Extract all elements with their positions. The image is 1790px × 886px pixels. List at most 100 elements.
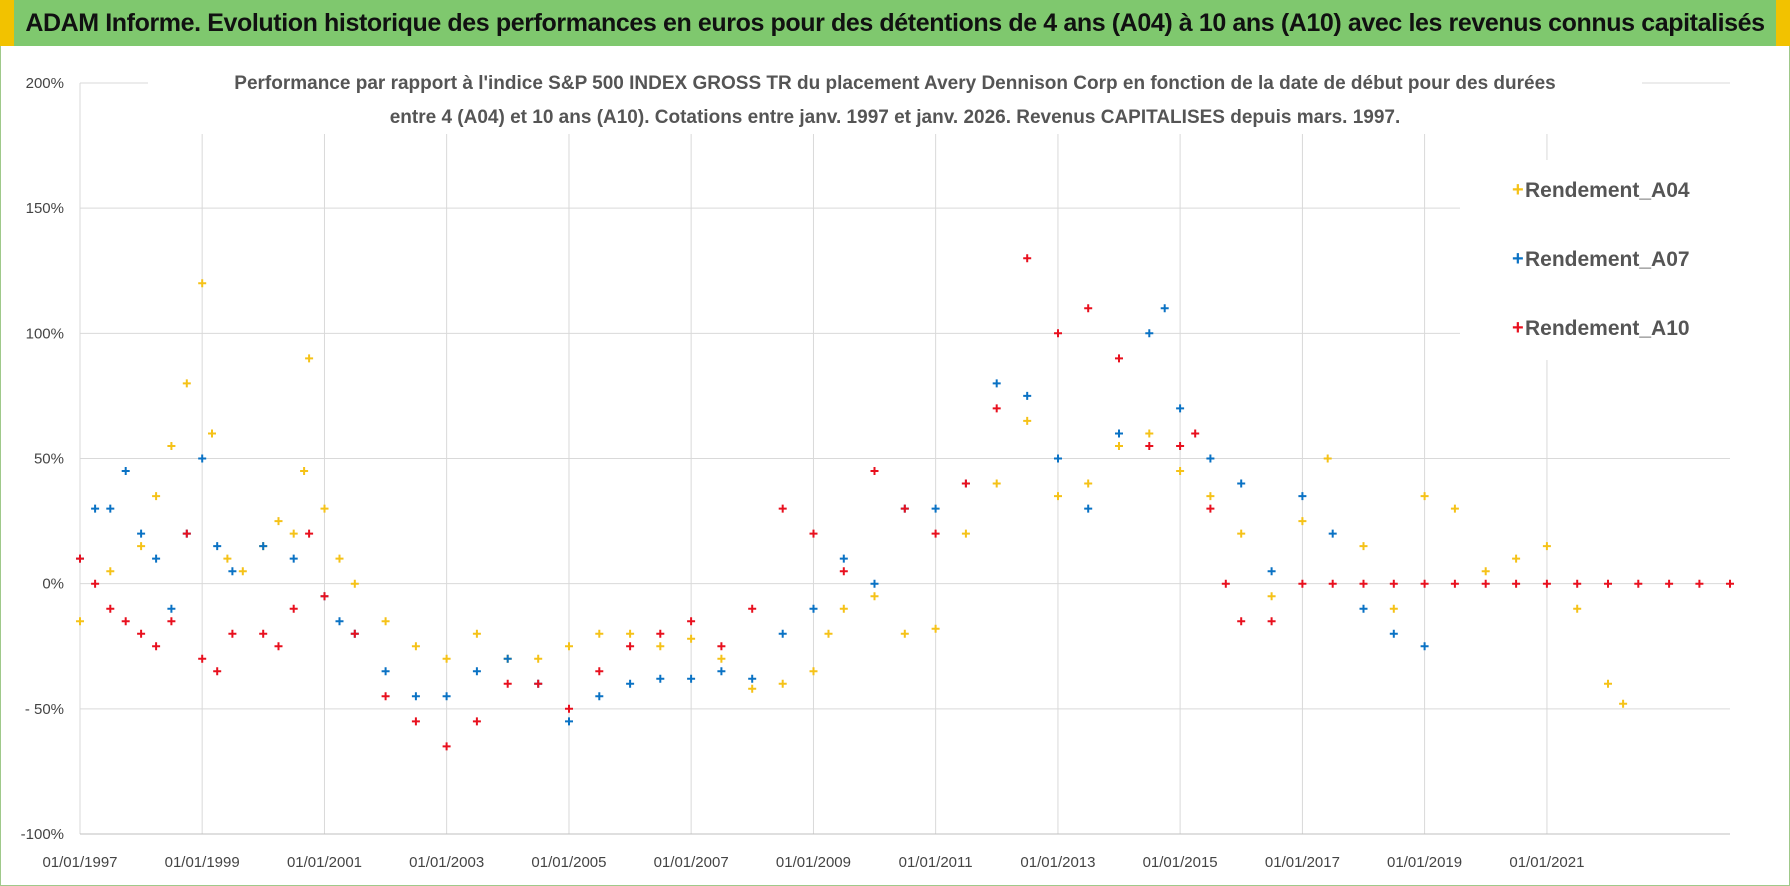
- data-point: [1145, 429, 1154, 438]
- legend-label-a04: Rendement_A04: [1525, 179, 1690, 202]
- data-point: [121, 467, 130, 476]
- data-point: [626, 679, 635, 688]
- data-point: [870, 592, 879, 601]
- data-point: [198, 279, 207, 288]
- y-tick-label: 200%: [26, 75, 64, 92]
- data-point: [1267, 617, 1276, 626]
- data-point: [152, 554, 161, 563]
- data-point: [198, 454, 207, 463]
- data-point: [472, 629, 481, 638]
- data-point: [442, 654, 451, 663]
- data-point: [1206, 492, 1215, 501]
- data-point: [167, 604, 176, 613]
- data-point: [442, 692, 451, 701]
- data-point: [1084, 479, 1093, 488]
- data-point: [1726, 579, 1735, 588]
- data-point: [305, 529, 314, 538]
- data-point: [1450, 504, 1459, 513]
- data-point: [1512, 579, 1521, 588]
- legend-marker-a07: +: [1512, 248, 1524, 270]
- y-tick-label: 0%: [42, 576, 64, 593]
- data-point: [1359, 604, 1368, 613]
- x-tick-label: 01/01/2019: [1387, 854, 1462, 871]
- data-point: [1023, 416, 1032, 425]
- data-point: [503, 679, 512, 688]
- data-point: [76, 554, 85, 563]
- legend: + Rendement_A04 + Rendement_A07 + Rendem…: [1460, 160, 1730, 360]
- data-point: [1115, 442, 1124, 451]
- x-axis-ticks: 01/01/1997 01/01/1999 01/01/2001 01/01/2003…: [42, 854, 1584, 871]
- data-point: [1054, 492, 1063, 501]
- data-point: [1115, 429, 1124, 438]
- data-point: [1450, 579, 1459, 588]
- data-point: [411, 692, 420, 701]
- chart-subtitle-line2: entre 4 (A04) et 10 ans (A10). Cotations…: [390, 107, 1401, 128]
- data-point: [1389, 629, 1398, 638]
- data-point: [1481, 567, 1490, 576]
- x-tick-label: 01/01/2003: [409, 854, 484, 871]
- data-point: [182, 529, 191, 538]
- data-point: [595, 692, 604, 701]
- x-tick-label: 01/01/1997: [42, 854, 117, 871]
- data-point: [992, 404, 1001, 413]
- data-point: [1160, 304, 1169, 313]
- data-point: [503, 654, 512, 663]
- y-tick-label: 100%: [26, 325, 64, 342]
- data-point: [931, 504, 940, 513]
- x-tick-label: 01/01/2007: [654, 854, 729, 871]
- data-point: [1298, 579, 1307, 588]
- data-point: [1420, 642, 1429, 651]
- data-point: [1328, 579, 1337, 588]
- series-rendement_a10: [76, 254, 1735, 751]
- data-point: [213, 542, 222, 551]
- x-tick-label: 01/01/1999: [165, 854, 240, 871]
- data-point: [565, 717, 574, 726]
- data-point: [656, 642, 665, 651]
- data-point: [350, 629, 359, 638]
- data-point: [1084, 304, 1093, 313]
- data-point: [1298, 517, 1307, 526]
- legend-label-a10: Rendement_A10: [1525, 317, 1690, 340]
- data-point: [595, 667, 604, 676]
- data-point: [656, 674, 665, 683]
- data-point: [1573, 579, 1582, 588]
- data-point: [228, 567, 237, 576]
- data-point: [1420, 492, 1429, 501]
- data-point: [320, 504, 329, 513]
- data-point: [809, 667, 818, 676]
- data-point: [748, 604, 757, 613]
- data-point: [626, 642, 635, 651]
- y-axis-ticks: 200% 150% 100% 50% 0% - 50% -100%: [21, 75, 64, 843]
- data-point: [137, 529, 146, 538]
- series-markers: [76, 254, 1734, 751]
- data-point: [1145, 442, 1154, 451]
- x-tick-label: 01/01/2013: [1020, 854, 1095, 871]
- data-point: [839, 567, 848, 576]
- data-point: [121, 617, 130, 626]
- data-point: [1420, 579, 1429, 588]
- data-point: [472, 717, 481, 726]
- data-point: [238, 567, 247, 576]
- subtitle-background: [148, 62, 1642, 134]
- banner-corner-right: [1776, 0, 1790, 46]
- data-point: [335, 617, 344, 626]
- chart-subtitle-line1: Performance par rapport à l'indice S&P 5…: [234, 73, 1555, 94]
- data-point: [565, 704, 574, 713]
- data-point: [167, 617, 176, 626]
- data-point: [687, 634, 696, 643]
- data-point: [1619, 699, 1628, 708]
- data-point: [137, 629, 146, 638]
- data-point: [717, 642, 726, 651]
- data-point: [900, 504, 909, 513]
- x-tick-label: 01/01/2021: [1509, 854, 1584, 871]
- data-point: [1176, 404, 1185, 413]
- data-point: [1267, 567, 1276, 576]
- data-point: [1481, 579, 1490, 588]
- legend-marker-a10: +: [1512, 317, 1524, 339]
- data-point: [1665, 579, 1674, 588]
- data-point: [1389, 579, 1398, 588]
- data-point: [259, 542, 268, 551]
- data-point: [687, 674, 696, 683]
- data-point: [809, 604, 818, 613]
- data-point: [381, 617, 390, 626]
